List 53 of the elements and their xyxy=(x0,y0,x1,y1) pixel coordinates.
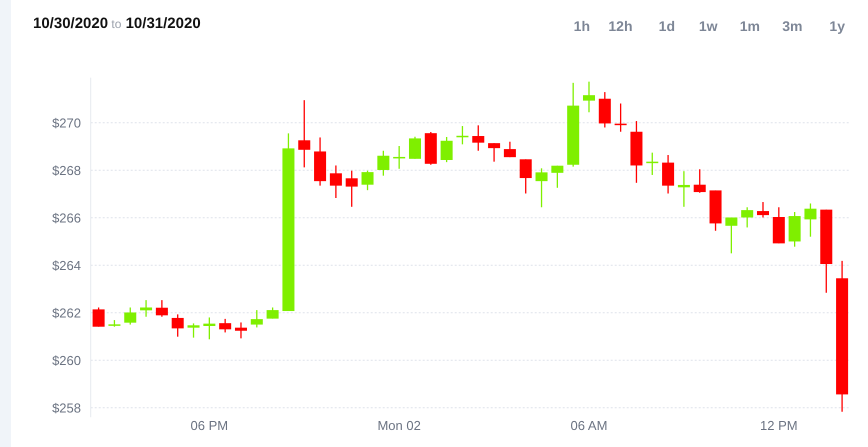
candlestick xyxy=(140,299,152,318)
candlestick xyxy=(662,154,674,194)
x-tick-label: 06 PM xyxy=(190,418,228,433)
candlestick xyxy=(756,201,770,218)
y-tick-label: $260 xyxy=(52,352,81,368)
candlestick xyxy=(725,216,738,254)
candlestick xyxy=(614,102,627,132)
candlestick xyxy=(346,170,358,208)
candlestick xyxy=(408,136,421,160)
y-tick-label: $262 xyxy=(52,305,81,320)
candlestick xyxy=(456,125,468,145)
candlestick xyxy=(694,168,706,194)
candlestick xyxy=(488,142,500,162)
y-tick-label: $258 xyxy=(52,400,81,416)
text: 1h xyxy=(574,18,590,34)
candlestick xyxy=(646,152,658,176)
candlestick xyxy=(298,100,310,168)
candlestick xyxy=(536,168,548,208)
candlestick xyxy=(203,316,216,340)
candlestick xyxy=(678,170,690,208)
candlestick xyxy=(250,309,263,328)
candlestick xyxy=(219,318,232,334)
y-tick-label: $264 xyxy=(52,258,81,273)
candlestick xyxy=(804,202,816,238)
candlestick xyxy=(551,165,564,188)
y-tick-label: $270 xyxy=(52,115,81,130)
candlestick xyxy=(393,145,406,170)
candlestick xyxy=(124,306,136,326)
candlestick xyxy=(92,306,105,328)
candlestick xyxy=(362,170,374,191)
candlestick xyxy=(741,206,754,228)
text: 3m xyxy=(782,18,802,34)
candlestick xyxy=(172,314,184,338)
text: 12h xyxy=(608,18,632,34)
text: 1w xyxy=(698,18,718,34)
text: 1m xyxy=(740,18,760,34)
candlestick xyxy=(472,124,484,152)
x-tick-label: Mon 02 xyxy=(377,418,421,433)
text: 1y xyxy=(829,18,846,34)
chart-title: 10/30/2020 to 10/31/2020 xyxy=(33,15,201,32)
text: 1d xyxy=(658,18,675,34)
candlestick xyxy=(504,141,516,158)
candlestick xyxy=(520,158,532,194)
x-tick-label: 12 PM xyxy=(760,418,798,433)
candlestick xyxy=(330,164,342,199)
y-tick-label: $266 xyxy=(52,210,81,226)
candlestick xyxy=(377,150,390,176)
candlestick xyxy=(234,322,247,340)
x-tick-label: 06 AM xyxy=(570,418,608,433)
candlestick xyxy=(156,299,168,318)
candlestick xyxy=(582,80,595,113)
candlestick xyxy=(440,136,453,163)
y-tick-label: $268 xyxy=(52,162,81,178)
